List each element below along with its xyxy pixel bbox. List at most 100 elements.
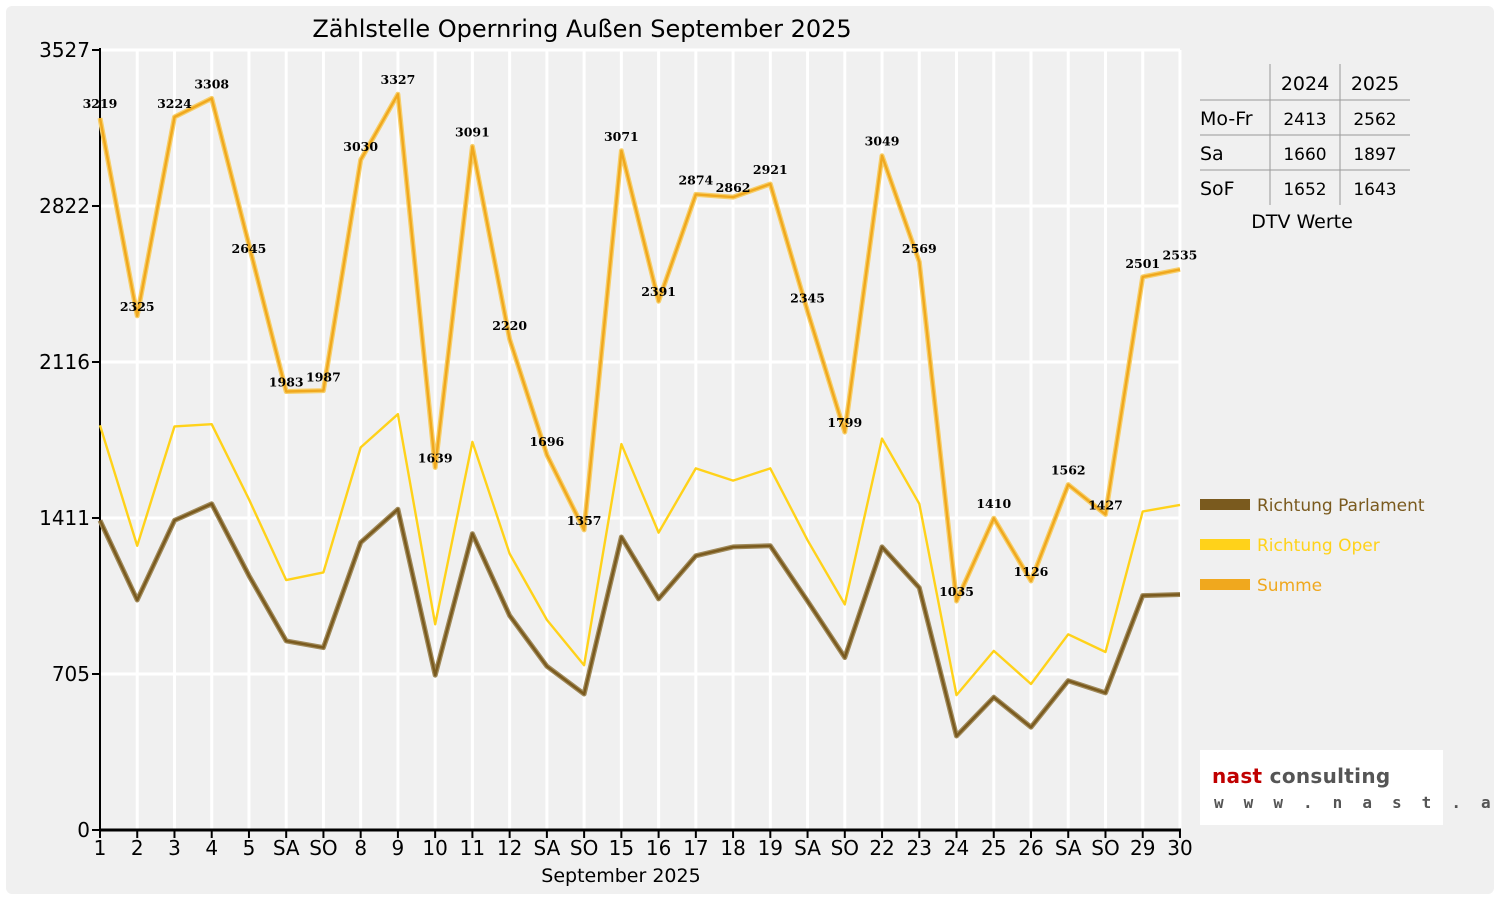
logo-brand-grey: consulting [1269,764,1391,788]
x-tick-label: SO [570,836,598,860]
data-label: 3091 [455,124,490,139]
legend[interactable]: Richtung Parlament Richtung Oper Summe [1200,496,1425,596]
x-tick-label: 4 [205,836,218,860]
dtv-table: 2024 2025 Mo-Fr 2413 2562 Sa 1660 1897 SoF 1652 16… [1200,64,1410,233]
logo-brand-red: nast [1212,764,1263,788]
x-tick-label: SO [831,836,859,860]
chart-background [6,6,1494,894]
x-tick-label: SA [534,836,561,860]
x-tick-label: 22 [869,836,894,860]
table-caption: DTV Werte [1251,211,1353,233]
data-label: 1410 [976,496,1011,511]
table-cell: 1643 [1353,180,1396,200]
legend-swatch[interactable] [1200,539,1250,550]
y-tick-label: 2116 [39,350,90,374]
data-label: 3327 [381,72,416,87]
logo-url: w w w . n a s t . a t [1214,793,1500,812]
table-cell: 1652 [1283,180,1326,200]
x-tick-label: 18 [720,836,745,860]
x-tick-label: 9 [392,836,405,860]
y-tick-label: 0 [77,818,90,842]
data-label: 2645 [232,241,267,256]
data-label: 1983 [269,374,304,389]
x-tick-label: 1 [94,836,107,860]
x-tick-label: 12 [497,836,522,860]
data-label: 2569 [902,241,937,256]
x-tick-label: 5 [243,836,256,860]
table-row-label: Mo-Fr [1200,108,1253,130]
x-tick-label: 16 [646,836,671,860]
x-tick-label: 10 [422,836,447,860]
x-tick-label: 25 [981,836,1006,860]
data-label: 3049 [865,134,900,149]
x-tick-label: 11 [460,836,485,860]
x-tick-label: SO [1091,836,1119,860]
data-label: 1357 [567,513,602,528]
data-label: 1696 [529,434,564,449]
x-tick-label: SA [794,836,821,860]
data-label: 2862 [716,180,751,195]
data-label: 2345 [790,290,825,305]
series-lines [97,91,1181,739]
legend-swatch[interactable] [1200,579,1250,590]
legend-label[interactable]: Richtung Oper [1257,536,1380,556]
data-label: 2501 [1125,256,1160,271]
data-label: 2220 [492,318,527,333]
data-label: 2921 [753,162,788,177]
data-label: 2391 [641,284,676,299]
x-tick-label: SA [1055,836,1082,860]
nast-consulting-logo: nast consulting w w w . n a s t . a t [1200,750,1500,825]
x-tick-label: SO [309,836,337,860]
table-cell: 2413 [1283,110,1326,130]
y-tick-label: 1411 [39,506,90,530]
legend-swatch[interactable] [1200,499,1250,510]
table-col-header: 2025 [1351,73,1399,95]
data-label: 1639 [418,451,453,466]
x-axis-label: September 2025 [541,865,700,887]
data-label: 1035 [939,584,974,599]
series-line-0 [98,502,1181,738]
table-row-label: Sa [1200,143,1224,165]
data-label: 1427 [1088,497,1123,512]
y-tick-label: 2822 [39,194,90,218]
x-tick-label: 30 [1167,836,1192,860]
data-label: 2535 [1163,247,1198,262]
table-col-header: 2024 [1281,73,1329,95]
data-label: 3030 [343,139,378,154]
x-tick-label: 2 [131,836,144,860]
x-tick-label: 19 [758,836,783,860]
table-row-label: SoF [1200,178,1235,200]
data-label: 1126 [1014,564,1049,579]
data-label: 1799 [827,415,862,430]
x-tick-label: SA [273,836,300,860]
legend-label[interactable]: Richtung Parlament [1257,496,1425,516]
series-line-2 [98,92,1181,603]
legend-label[interactable]: Summe [1257,576,1322,596]
x-tick-label: 17 [683,836,708,860]
x-tick-label: 8 [354,836,367,860]
series-line-shadow [97,501,1181,739]
table-cell: 1897 [1353,145,1396,165]
chart-title: Zählstelle Opernring Außen September 202… [312,15,851,43]
grid [100,48,1182,830]
x-tick-label: 15 [609,836,634,860]
table-cell: 1660 [1283,145,1326,165]
x-tick-label: 29 [1130,836,1155,860]
data-label: 2325 [120,299,155,314]
data-label: 3219 [83,96,118,111]
data-label: 1987 [306,370,341,385]
y-tick-label: 3527 [39,38,90,62]
data-label: 3224 [157,96,192,111]
data-label: 3071 [604,129,639,144]
data-label: 1562 [1051,463,1086,478]
x-tick-label: 26 [1018,836,1043,860]
x-tick-label: 23 [907,836,932,860]
x-tick-label: 24 [944,836,969,860]
table-cell: 2562 [1353,110,1396,130]
y-tick-label: 705 [52,662,90,686]
x-tick-label: 3 [168,836,181,860]
data-label: 3308 [194,76,229,91]
